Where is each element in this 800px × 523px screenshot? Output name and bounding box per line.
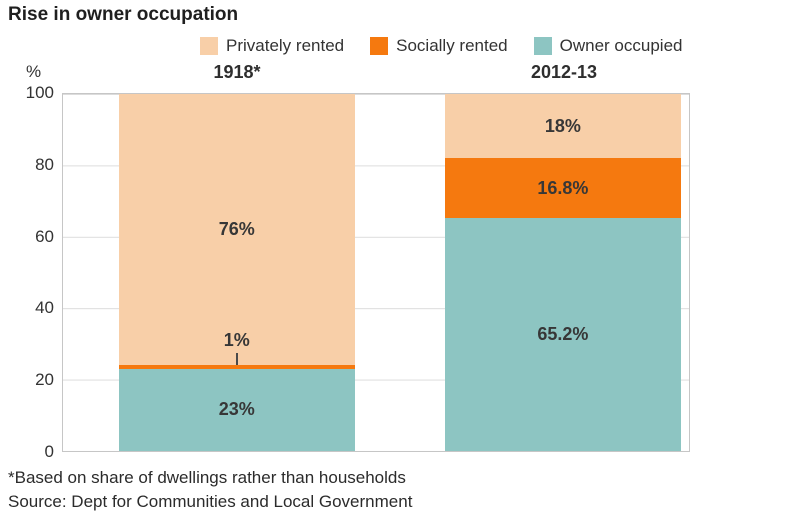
bar-segment-privately-rented-1918: 76% — [118, 94, 355, 366]
legend-item-socially-rented: Socially rented — [370, 36, 508, 56]
plot-area: 23% 76% 1% 65.2% 16.8% 18% — [62, 93, 690, 452]
footnote: *Based on share of dwellings rather than… — [8, 468, 406, 487]
y-tick-40: 40 — [35, 298, 54, 317]
bar-segment-socially-rented-2012: 16.8% — [444, 158, 681, 219]
bar-segment-owner-occupied-1918: 23% — [118, 368, 355, 451]
chart-title: Rise in owner occupation — [8, 4, 239, 25]
y-tick-100: 100 — [25, 83, 54, 102]
y-axis-unit: % — [26, 62, 42, 81]
bar-segment-privately-rented-2012: 18% — [444, 94, 681, 159]
y-tick-80: 80 — [35, 155, 54, 174]
stacked-bar-1918: 23% 76% 1% — [118, 94, 355, 451]
value-label-privately-rented-1918: 76% — [218, 219, 255, 240]
legend-item-privately-rented: Privately rented — [200, 36, 344, 56]
legend-swatch-owner-occupied — [533, 37, 552, 55]
value-label-owner-occupied-2012: 65.2% — [537, 324, 589, 345]
legend-label-owner-occupied: Owner occupied — [559, 36, 683, 55]
stacked-bar-2012-13: 65.2% 16.8% 18% — [444, 94, 681, 451]
legend-swatch-socially-rented — [370, 37, 389, 55]
value-label-privately-rented-2012: 18% — [544, 115, 581, 136]
bar-segment-owner-occupied-2012: 65.2% — [444, 218, 681, 451]
value-label-owner-occupied-1918: 23% — [218, 399, 255, 420]
legend-item-owner-occupied: Owner occupied — [533, 36, 683, 56]
bar-segment-socially-rented-1918 — [118, 365, 355, 369]
category-header-2012: 2012-13 — [530, 62, 598, 82]
legend-swatch-privately-rented — [200, 37, 218, 55]
value-label-socially-rented-2012: 16.8% — [537, 177, 589, 198]
source-line: Source: Dept for Communities and Local G… — [8, 492, 413, 511]
legend-label-socially-rented: Socially rented — [396, 36, 508, 55]
y-tick-60: 60 — [35, 227, 54, 246]
legend-label-privately-rented: Privately rented — [226, 36, 345, 55]
y-axis-ticks: 100 80 60 40 20 0 — [0, 83, 54, 461]
chart-legend: Privately rented Socially rented Owner o… — [200, 36, 682, 56]
y-tick-20: 20 — [35, 370, 54, 389]
category-header-1918: 1918* — [213, 62, 261, 82]
y-tick-0: 0 — [44, 442, 54, 461]
